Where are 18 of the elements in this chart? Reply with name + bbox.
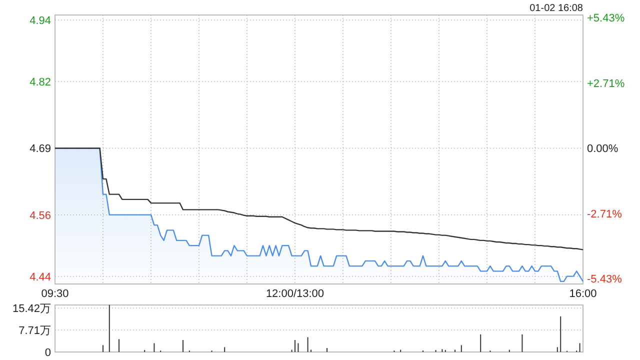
y-tick-label: 15.42万 bbox=[12, 303, 51, 316]
y2-tick-label: 0.00% bbox=[587, 143, 618, 156]
x-tick-label: 16:00 bbox=[569, 288, 597, 300]
y2-tick-label: +2.71% bbox=[587, 78, 625, 90]
y-tick-label: 7.71万 bbox=[18, 325, 51, 338]
y-tick-label: 4.82 bbox=[30, 76, 51, 89]
y-tick-label: 4.69 bbox=[30, 143, 51, 156]
x-tick-label: 12:00/13:00 bbox=[266, 288, 324, 300]
text: 01-02 16:08 bbox=[530, 3, 584, 14]
line-series bbox=[54, 148, 584, 250]
y2-tick-label: -5.43% bbox=[587, 274, 622, 286]
y-tick-label: 4.56 bbox=[30, 210, 51, 222]
y2-tick-label: +5.43% bbox=[587, 12, 625, 25]
y-tick-label: 4.44 bbox=[30, 271, 51, 284]
y-tick-label: 4.94 bbox=[30, 15, 51, 28]
y2-tick-label: -2.71% bbox=[587, 208, 622, 220]
y-tick-label: 0 bbox=[44, 347, 51, 359]
x-tick-label: 09:30 bbox=[41, 288, 69, 300]
